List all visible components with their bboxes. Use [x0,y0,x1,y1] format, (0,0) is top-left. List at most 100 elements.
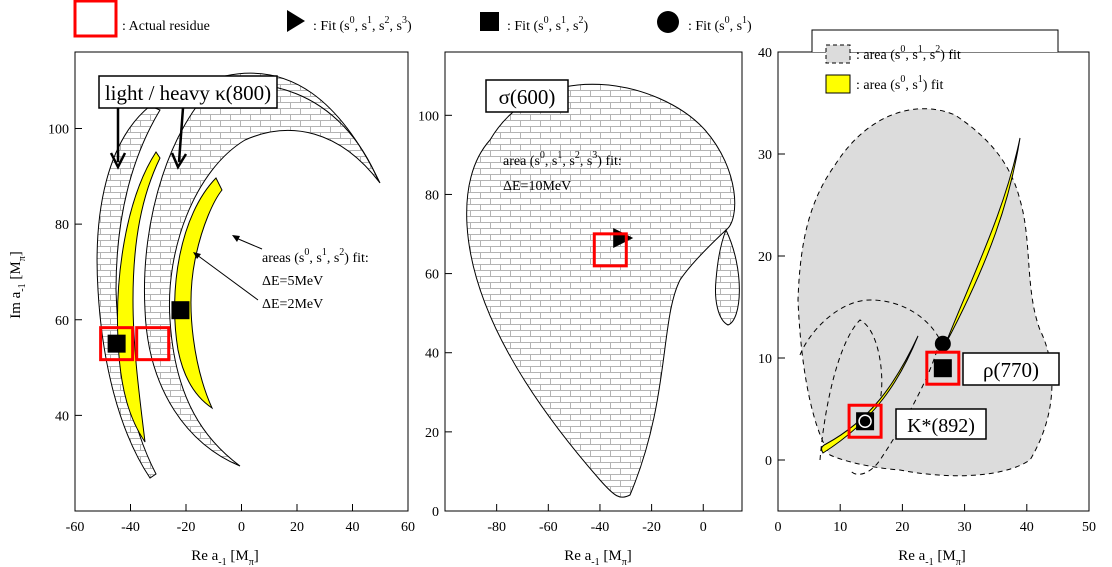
x-tick-label: 30 [958,520,972,535]
actual-residue-marker [592,232,628,268]
x-tick-label: -40 [591,520,610,535]
legend-residue-label: : Actual residue [122,19,210,34]
label-box-kstar [895,408,987,440]
legend-square-marker [480,12,499,31]
x-tick-label: 10 [833,520,847,535]
area-yellow-kstar [821,335,919,454]
area-sigma [466,83,736,498]
fit-circle-point [858,414,872,428]
annotation-areas: areas (s0, s1, s2) fit: [262,247,369,266]
x-tick-label: 40 [346,520,360,535]
legend-box-right [811,29,1059,52]
y-title-left: Im a-1 [Mπ] [8,251,28,319]
legend-triangle-label: : Fit (s0, s1, s2, s3) [313,15,412,34]
x-tick-label: 0 [700,520,707,535]
x-tick-label: -20 [642,520,661,535]
label-box-rho [962,352,1060,386]
panel-left: -60 -40 -20 0 20 40 60 40 60 80 100 light / heavy… [48,51,415,535]
y-tick-label: 60 [55,314,69,329]
y-axis-right: 0 10 20 30 40 [758,46,785,469]
fit-square-point [171,301,190,320]
area-heavy-yellow [174,177,223,410]
x-tick-label: -60 [66,520,85,535]
actual-residue-marker [99,326,135,362]
x-tick-label: 0 [238,520,245,535]
actual-residue-marker [925,350,961,386]
x-axis-middle: -80 -60 -40 -20 0 [487,504,707,535]
y-tick-label: 100 [418,109,439,124]
label-kstar: K*(892) [907,415,975,437]
y-tick-label: 80 [55,218,69,233]
x-axis-right: 0 10 20 30 40 50 [775,504,1096,535]
legend-circle-label: : Fit (s0, s1) [688,15,752,34]
legend-triangle-marker [287,10,305,32]
panel-middle: -80 -60 -40 -20 0 0 20 40 60 80 100 σ(600) area (… [418,51,743,535]
label-rho: ρ(770) [983,358,1039,382]
panel-right: 0 10 20 30 40 50 0 10 20 30 40 : area (s0, s1, s2… [758,29,1096,535]
annotation-area-sigma: area (s0, s1, s2, s3) fit: [503,150,622,169]
x-title-left: Re a-1 [Mπ] [191,548,259,567]
fit-circle-point [934,335,951,352]
x-tick-label: 40 [1020,520,1034,535]
label-box-sigma [485,79,569,113]
legend-residue-marker [73,0,118,38]
x-tick-label: 0 [775,520,782,535]
annotation-de10: ΔE=10MeV [503,179,571,194]
y-tick-label: 100 [48,123,69,138]
pointer-de5-head [232,235,240,242]
legend-gray-swatch [825,44,851,64]
fit-square-point [933,359,952,378]
actual-residue-marker [847,403,883,439]
y-tick-label: 10 [758,352,772,367]
y-tick-label: 40 [55,409,69,424]
x-tick-label: -40 [121,520,140,535]
y-tick-label: 20 [758,250,772,265]
y-tick-label: 40 [758,46,772,61]
area-gray-loop [799,299,941,475]
x-tick-label: 20 [895,520,909,535]
legend-yellow-label: : area (s0, s1) fit [856,74,943,93]
y-tick-label: 60 [425,268,439,283]
y-axis-middle: 0 20 40 60 80 100 [418,109,452,520]
arrow-heavy [170,107,188,170]
legend-circle-marker [657,11,679,33]
x-tick-label: 50 [1082,520,1096,535]
area-light-outer [96,105,161,479]
legend-gray-label: : area (s0, s1, s2) fit [856,44,961,63]
x-tick-label: -20 [177,520,196,535]
y-tick-label: 40 [425,347,439,362]
marks-right [847,335,961,439]
y-tick-label: 80 [425,188,439,203]
marks-middle [592,227,634,268]
y-tick-label: 0 [432,505,439,520]
legend-yellow-swatch [825,74,851,94]
annotation-de5: ΔE=5MeV [262,274,323,289]
y-tick-label: 0 [765,454,772,469]
label-kappa: light / heavy κ(800) [105,81,271,105]
x-tick-label: 60 [401,520,415,535]
pointer-de5 [235,237,263,250]
actual-residue-marker [135,326,171,362]
x-tick-label: -60 [539,520,558,535]
x-title-right: Re a-1 [Mπ] [898,548,966,567]
y-tick-label: 30 [758,148,772,163]
plot-frame-middle [444,51,743,512]
top-legend: : Actual residue : Fit (s0, s1, s2, s3) … [73,0,752,38]
y-axis-left: 40 60 80 100 [48,123,82,424]
x-tick-label: -80 [487,520,506,535]
x-title-middle: Re a-1 [Mπ] [564,548,632,567]
pointer-de2 [196,254,259,301]
legend-square-label: : Fit (s0, s1, s2) [507,15,588,34]
area-heavy-outer [143,72,381,467]
y-tick-label: 20 [425,426,439,441]
area-sigma-right-lobe [715,228,740,326]
arrow-light [109,108,127,170]
label-sigma: σ(600) [499,85,556,109]
pointer-de2-head [193,252,201,259]
area-light-yellow [117,151,161,443]
label-box-kappa [98,75,278,109]
x-axis-left: -60 -40 -20 0 20 40 60 [66,504,415,535]
marks-left [99,301,190,362]
fit-square-point [107,334,126,353]
